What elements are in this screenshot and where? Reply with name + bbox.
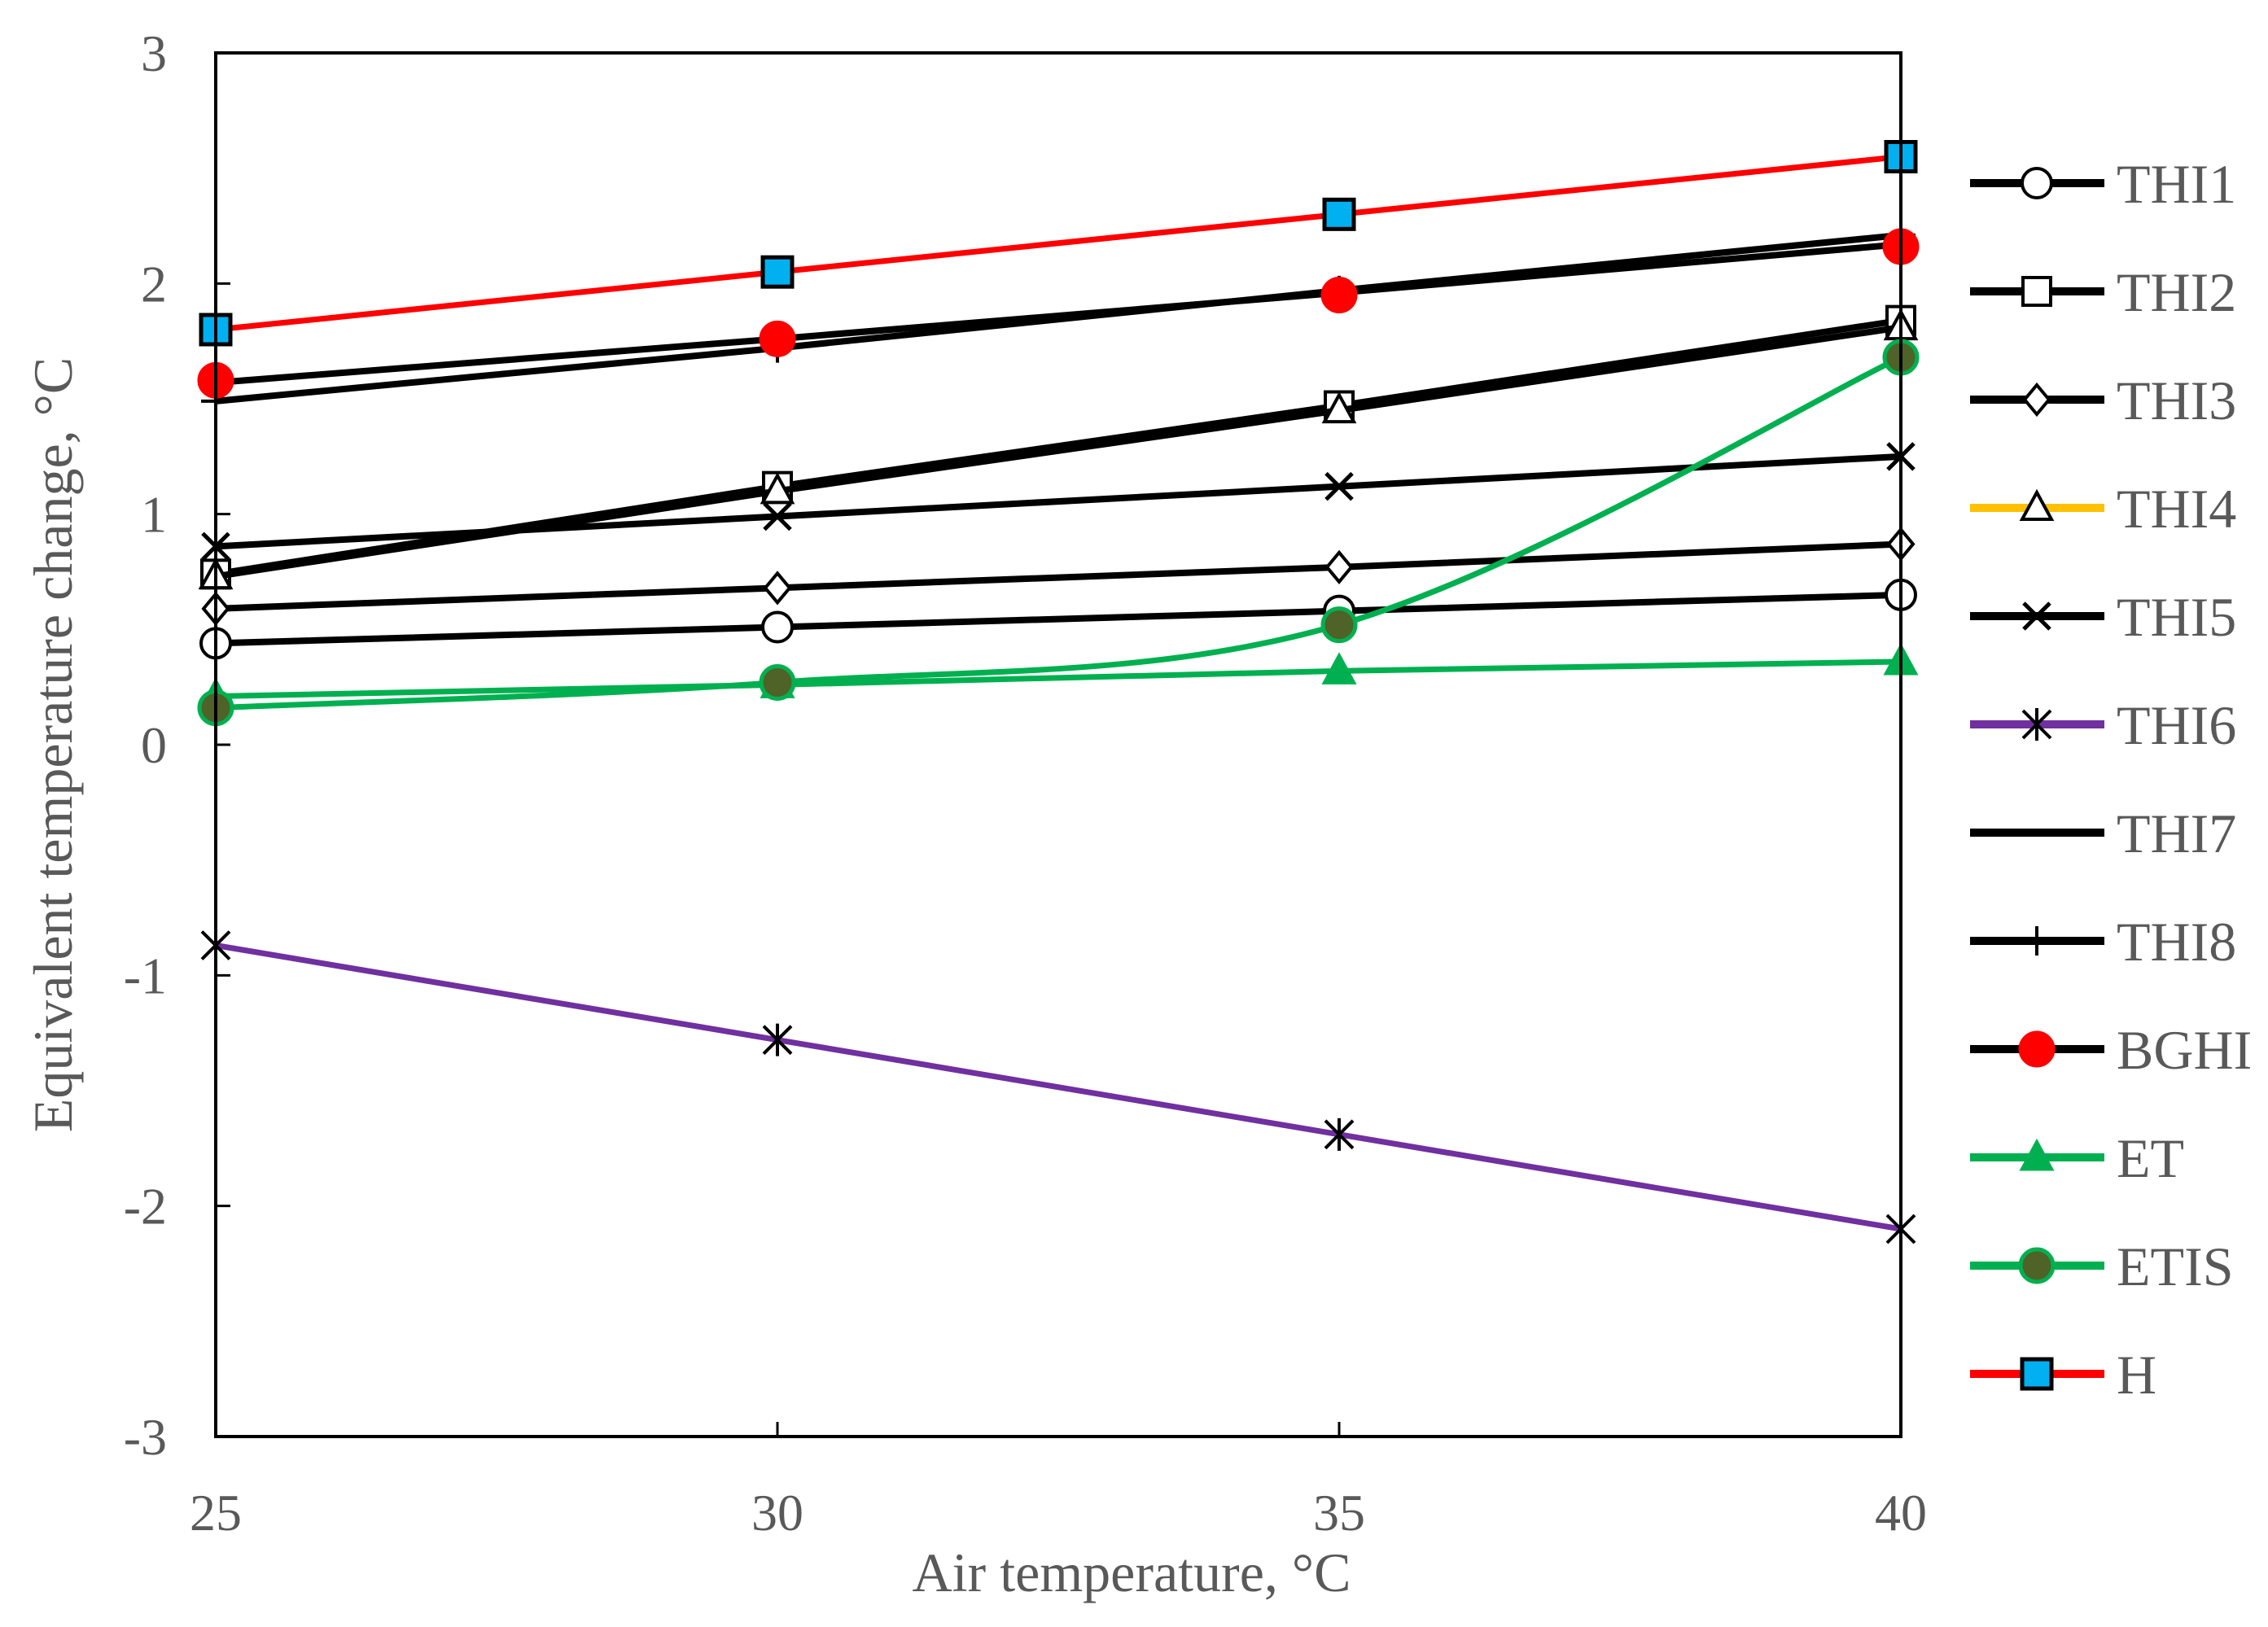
series-thi5 (201, 442, 1916, 562)
legend-marker (2019, 1138, 2055, 1171)
data-point-bghi (759, 320, 796, 357)
series-line-thi5 (215, 453, 1902, 550)
tick-labels: 25 30 35 40 3 2 1 0 -1 -2 -3 (124, 24, 1927, 1542)
x-axis-title: Air temperature, °C (913, 1542, 1351, 1603)
series-thi1 (199, 578, 1917, 660)
data-point-h (1322, 197, 1356, 231)
legend-label: ETIS (2117, 1236, 2234, 1297)
x-tick-label: 25 (190, 1484, 242, 1542)
legend-item-thi1[interactable]: THI1 (1970, 153, 2236, 215)
plot-series-group (197, 140, 1920, 1245)
series-line-et (215, 658, 1902, 699)
legend-label: THI2 (2117, 261, 2236, 323)
legend-marker (2021, 276, 2052, 307)
data-point-etis (1320, 606, 1358, 644)
legend-item-thi2[interactable]: THI2 (1970, 261, 2236, 323)
legend-marker (2020, 1357, 2054, 1391)
legend-label: THI8 (2117, 911, 2236, 973)
y-axis-title: Equivalent temperature change, °C (22, 357, 84, 1132)
series-line-h (215, 154, 1902, 333)
x-tick-label: 30 (751, 1484, 803, 1542)
data-point-h (760, 255, 795, 289)
legend-item-thi8[interactable]: THI8 (1970, 911, 2236, 973)
y-tick-label: 1 (141, 486, 167, 544)
data-point-thi6 (762, 1023, 793, 1056)
data-point-thi6 (1324, 1117, 1355, 1151)
y-tick-label: -3 (124, 1408, 167, 1466)
series-thi4 (198, 308, 1919, 590)
y-tick-label: 2 (141, 255, 167, 313)
legend-item-thi5[interactable]: THI5 (1970, 586, 2236, 648)
series-thi3 (201, 527, 1916, 626)
data-point-thi3 (1324, 549, 1354, 584)
legend-label: BGHI (2117, 1019, 2252, 1081)
series-thi2 (200, 304, 1916, 590)
series-line-thi7 (215, 241, 1902, 387)
legend-label: THI1 (2117, 153, 2236, 215)
legend-item-thi4[interactable]: THI4 (1970, 478, 2236, 540)
data-point-thi5 (763, 501, 792, 531)
legend-label: H (2117, 1344, 2156, 1406)
legend-marker (2021, 708, 2052, 741)
legend-label: THI5 (2117, 586, 2236, 648)
legend-item-et[interactable]: ET (1970, 1127, 2184, 1189)
y-tick-label: 3 (141, 24, 167, 82)
legend-item-etis[interactable]: ETIS (1970, 1236, 2234, 1297)
legend-marker (2019, 488, 2055, 521)
series-line-etis (215, 354, 1902, 711)
x-tick-label: 35 (1313, 1484, 1365, 1542)
legend-item-thi3[interactable]: THI3 (1970, 370, 2236, 431)
legend-marker (2022, 382, 2051, 418)
legend-label: THI6 (2117, 694, 2236, 756)
data-point-et (1321, 652, 1357, 684)
legend-item-thi7[interactable]: THI7 (1970, 803, 2236, 864)
legend-marker (2022, 926, 2051, 956)
series-h (199, 140, 1918, 347)
y-tick-label: -1 (124, 947, 167, 1004)
data-point-thi4 (760, 472, 795, 505)
data-point-thi1 (761, 610, 794, 644)
legend-item-h[interactable]: H (1970, 1344, 2156, 1406)
axis-ticks (214, 51, 1902, 1438)
series-line-thi6 (215, 943, 1902, 1232)
legend-label: THI4 (2117, 478, 2236, 540)
data-point-thi4 (1321, 391, 1357, 424)
series-thi6 (200, 929, 1916, 1245)
series-line-thi8 (215, 231, 1902, 405)
legend-marker (2018, 1030, 2056, 1068)
legend-marker (2022, 601, 2051, 631)
y-tick-label: -2 (124, 1178, 167, 1236)
data-point-etis (759, 664, 796, 701)
legend-label: THI3 (2117, 370, 2236, 431)
series-thi8 (201, 220, 1916, 416)
x-tick-label: 40 (1875, 1484, 1927, 1542)
series-line-thi3 (215, 540, 1902, 612)
data-point-bghi (1320, 277, 1358, 313)
data-point-thi3 (763, 571, 792, 606)
legend-label: ET (2117, 1127, 2184, 1189)
legend-label: THI7 (2117, 803, 2236, 864)
data-point-thi5 (1324, 471, 1354, 501)
legend-marker (2018, 1247, 2056, 1284)
y-tick-label: 0 (141, 716, 167, 774)
legend-item-bghi[interactable]: BGHI (1970, 1019, 2252, 1081)
series-line-thi1 (215, 591, 1902, 647)
legend-item-thi6[interactable]: THI6 (1970, 694, 2236, 756)
legend[interactable]: THI1 THI2 THI3 THI4 THI5 THI6 THI7 THI8 BGHI ET ET… (1970, 153, 2252, 1406)
legend-marker (2021, 167, 2053, 199)
